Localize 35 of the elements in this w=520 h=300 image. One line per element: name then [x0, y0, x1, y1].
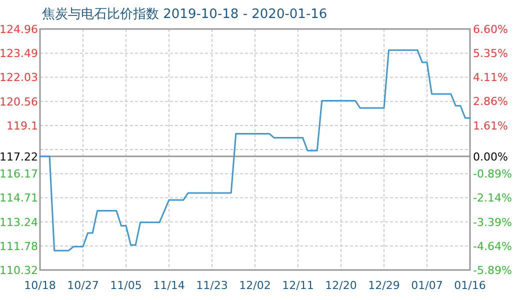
x-tick-label: 12/29: [368, 279, 400, 292]
chart-title: 焦炭与电石比价指数 2019-10-18 - 2020-01-16: [42, 7, 328, 22]
y-tick-label: 113.24: [0, 216, 38, 229]
line-series: [39, 49, 471, 252]
x-tick-label: 01/07: [411, 279, 443, 292]
y-tick-label: 111.78: [0, 240, 38, 253]
x-tick-label: 11/05: [110, 279, 142, 292]
x-tick-label: 01/16: [454, 279, 486, 292]
y-tick-label: 122.03: [0, 71, 38, 84]
x-tick-label: 11/14: [153, 279, 185, 292]
y-tick-label: 124.96: [0, 23, 38, 36]
y-tick-label: 117.22: [0, 150, 38, 164]
y2-tick-label: 0.00%: [473, 150, 508, 164]
x-tick-label: 11/23: [196, 279, 228, 292]
y2-tick-label: 2.86%: [473, 95, 508, 108]
y2-tick-label: -2.14%: [473, 192, 512, 205]
y2-tick-label: -5.89%: [473, 264, 512, 277]
y2-tick-label: 4.11%: [473, 71, 508, 84]
y2-tick-label: 6.60%: [473, 23, 508, 36]
y2-tick-label: -0.89%: [473, 168, 512, 181]
x-tick-label: 12/02: [239, 279, 271, 292]
x-tick-label: 12/20: [325, 279, 357, 292]
x-tick-label: 12/11: [282, 279, 314, 292]
y-tick-label: 114.71: [0, 192, 38, 205]
x-tick-label: 10/27: [67, 279, 99, 292]
y2-tick-label: -4.64%: [473, 240, 512, 253]
y-tick-label: 119.1: [6, 119, 38, 132]
y-tick-label: 123.49: [0, 47, 38, 60]
y-tick-label: 116.17: [0, 168, 38, 181]
y2-tick-label: -3.39%: [473, 216, 512, 229]
x-tick-label: 10/18: [24, 279, 56, 292]
y2-tick-label: 5.35%: [473, 47, 508, 60]
y-tick-label: 120.56: [0, 95, 38, 108]
y2-tick-label: 1.61%: [473, 119, 508, 132]
y-tick-label: 110.32: [0, 264, 38, 277]
